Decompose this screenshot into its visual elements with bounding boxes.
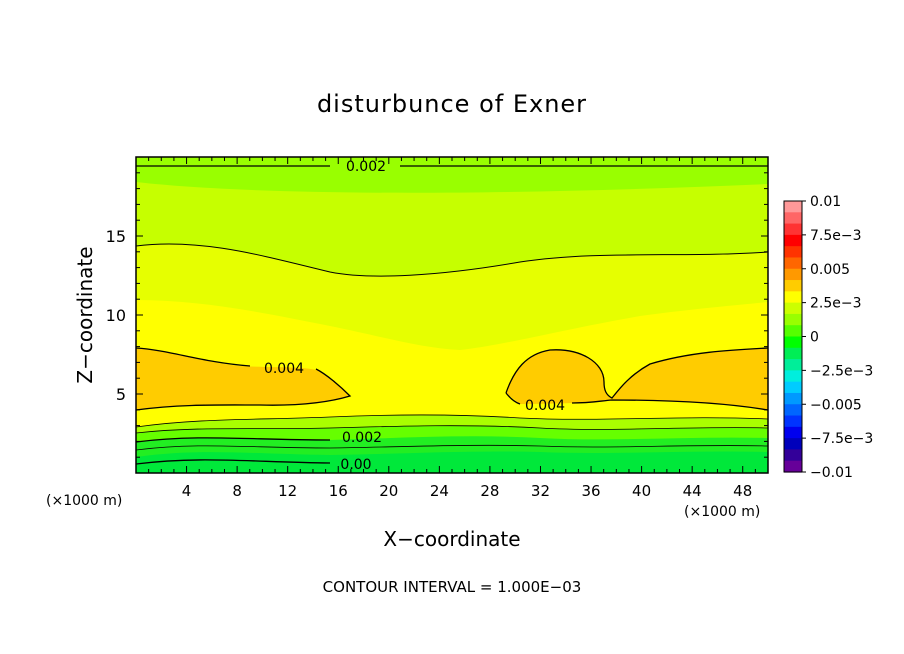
x-tick-label: 48 [733, 482, 752, 500]
x-tick-label: 24 [430, 482, 449, 500]
colorbar-swatch [784, 392, 802, 405]
contour-line-low-1 [136, 414, 768, 428]
colorbar-swatch [784, 212, 802, 225]
x-tick-label: 12 [278, 482, 297, 500]
colorbar-swatch [784, 201, 802, 213]
colorbar-label: −7.5e−3 [810, 431, 873, 447]
y-axis-label: Z−coordinate [73, 246, 97, 383]
colorbar-label: 0 [810, 330, 819, 346]
contour-line-0004-left [136, 347, 352, 411]
contour-lines [136, 165, 768, 464]
contour-interval-note: CONTOUR INTERVAL = 1.000E−03 [323, 578, 582, 596]
x-tick-label: 32 [531, 482, 550, 500]
colorbar: 0.01 7.5e−3 0.005 2.5e−3 0 −2.5e−3 −0.005 −7.5e… [783, 194, 873, 481]
y-tick-label: 5 [116, 385, 126, 404]
y-axis-ticks: 5 10 15 [106, 172, 768, 458]
fill-low-green-4 [136, 451, 768, 473]
colorbar-swatch [784, 280, 802, 292]
colorbar-label: 0.01 [810, 194, 841, 210]
contour-line-low-3 [136, 444, 768, 451]
contour-line-0004-right [505, 347, 768, 411]
colorbar-swatch [784, 460, 802, 473]
y-tick-label: 10 [106, 306, 126, 325]
fill-lobe-left [136, 348, 350, 410]
colorbar-label: −0.01 [810, 465, 853, 481]
x-axis-ticks: 4 8 12 16 20 24 28 32 36 40 44 48 [148, 157, 756, 500]
x-units-left: (×1000 m) [46, 493, 122, 509]
colorbar-label: −0.005 [810, 397, 862, 413]
contour-label-zero: 0.00 [340, 457, 371, 473]
contour-label-low: 0.002 [342, 430, 382, 446]
contour-labels: 0.002 0.004 0.004 0.002 0.00 [264, 159, 565, 473]
colorbar-swatch [784, 370, 802, 383]
colorbar-swatch [784, 291, 802, 304]
x-tick-label: 16 [329, 482, 348, 500]
x-tick-label: 8 [232, 482, 242, 500]
colorbar-swatch [784, 302, 802, 315]
contour-line-low-2 [136, 425, 768, 434]
x-tick-label: 4 [182, 482, 192, 500]
colorbar-swatch [784, 415, 802, 428]
colorbar-swatch [784, 325, 802, 338]
colorbar-swatch [784, 359, 802, 371]
contour-label-left-lobe: 0.004 [264, 361, 304, 377]
contour-line-upper [136, 243, 768, 277]
colorbar-label: 7.5e−3 [810, 228, 862, 244]
colorbar-swatch [784, 381, 802, 394]
colorbar-swatch [784, 246, 802, 259]
colorbar-swatch [784, 268, 802, 281]
colorbar-label: 0.005 [810, 262, 850, 278]
x-tick-label: 28 [480, 482, 499, 500]
x-units-right: (×1000 m) [684, 504, 760, 520]
contour-label-top: 0.002 [346, 159, 386, 175]
x-tick-label: 36 [581, 482, 600, 500]
colorbar-label: −2.5e−3 [810, 363, 873, 379]
colorbar-swatch [784, 438, 802, 451]
fill-lobe-right [506, 348, 768, 410]
colorbar-swatch [784, 347, 802, 360]
chart-title: disturbunce of Exner [317, 90, 587, 118]
colorbar-swatch [784, 313, 802, 326]
x-tick-label: 20 [379, 482, 398, 500]
colorbar-swatch [784, 234, 802, 247]
x-axis-label: X−coordinate [383, 527, 520, 551]
colorbar-swatch [784, 426, 802, 439]
colorbar-swatch [784, 257, 802, 270]
contour-line-0004-right-b [505, 392, 521, 405]
x-tick-label: 40 [632, 482, 651, 500]
x-tick-label: 44 [683, 482, 702, 500]
colorbar-swatch [784, 223, 802, 236]
y-tick-label: 15 [106, 227, 126, 246]
colorbar-swatch [784, 449, 802, 462]
colorbar-label: 2.5e−3 [810, 296, 862, 312]
colorbar-swatch [784, 336, 802, 349]
contour-label-right-lobe: 0.004 [525, 398, 565, 414]
colorbar-swatch [784, 404, 802, 417]
